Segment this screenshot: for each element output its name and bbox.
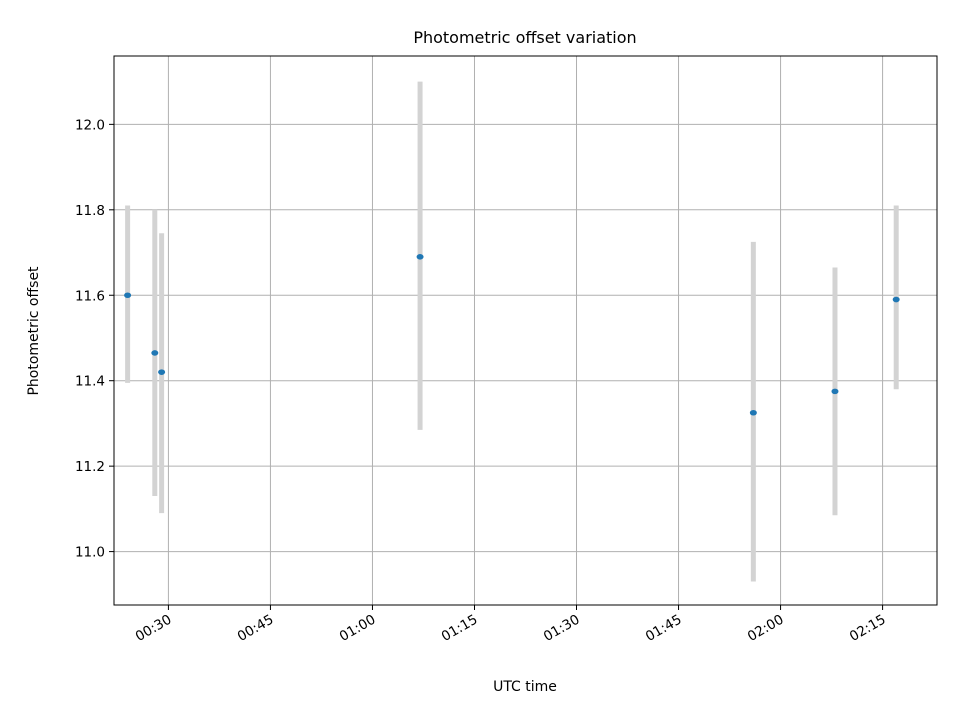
y-tick-label: 11.6	[75, 288, 105, 304]
data-point	[749, 409, 757, 416]
x-tick-label: 00:30	[133, 612, 175, 645]
y-tick-label: 12.0	[75, 117, 105, 133]
x-tick-label: 01:30	[541, 612, 583, 645]
x-tick-label: 01:45	[643, 612, 685, 645]
y-tick-label: 11.0	[75, 545, 105, 561]
data-point	[158, 369, 166, 375]
data-point	[416, 254, 424, 260]
data-points	[124, 254, 900, 416]
plot-frame	[113, 55, 938, 606]
y-tick-label: 11.8	[75, 203, 105, 219]
data-point	[151, 350, 159, 356]
data-point	[124, 292, 132, 299]
grid	[114, 56, 937, 605]
data-point	[892, 296, 900, 303]
x-tick-label: 01:15	[439, 612, 481, 645]
y-tick-label: 11.4	[75, 374, 105, 390]
x-axis-label: UTC time	[493, 679, 557, 695]
data-point	[831, 388, 839, 395]
x-tick-label: 02:15	[847, 612, 889, 645]
x-tick-label: 00:45	[235, 612, 277, 645]
x-tick-label: 01:00	[337, 612, 379, 645]
chart-title: Photometric offset variation	[413, 28, 636, 47]
y-axis-label: Photometric offset	[26, 266, 42, 396]
y-tick-label: 11.2	[75, 459, 105, 475]
x-tick-label: 02:00	[745, 612, 787, 645]
